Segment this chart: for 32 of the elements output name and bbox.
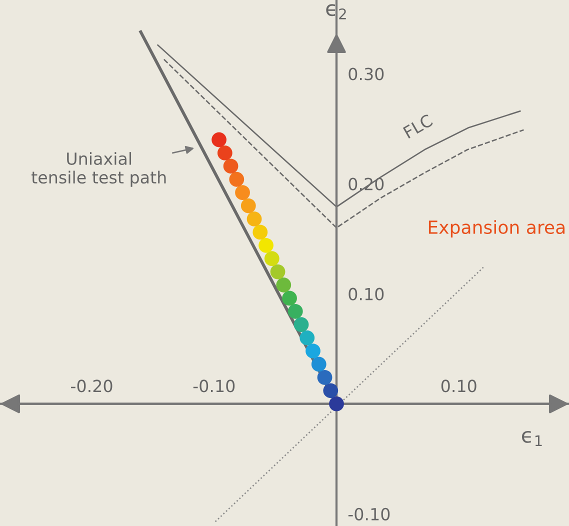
- point: [300, 330, 315, 346]
- point: [240, 198, 256, 214]
- point: [276, 278, 292, 292]
- point: [323, 383, 338, 398]
- point: [317, 370, 332, 385]
- point: [270, 264, 286, 280]
- point: [212, 132, 226, 148]
- point: [329, 396, 344, 412]
- point: [306, 344, 320, 358]
- point: [252, 224, 268, 240]
- point: [264, 251, 280, 266]
- point: [223, 158, 238, 174]
- x-tick-label: -0.10: [193, 380, 235, 392]
- point: [229, 172, 244, 187]
- point: [294, 317, 309, 332]
- y-tick-label: -0.10: [348, 508, 390, 520]
- annotation: Expansion area: [428, 220, 565, 238]
- point: [217, 146, 232, 160]
- point: [258, 238, 274, 253]
- text: FLC: [402, 114, 434, 139]
- y-axis-title: ϵ$_{2}$: [326, 4, 346, 20]
- x-tick-label: 0.10: [441, 380, 476, 392]
- y-tick-label: 0.10: [348, 288, 384, 300]
- point: [288, 304, 303, 319]
- point: [246, 212, 262, 226]
- point: [282, 290, 297, 306]
- annotation: Uniaxial tensile test path: [32, 152, 166, 187]
- x-tick-label: -0.20: [71, 380, 112, 392]
- x-axis-title: ϵ$_{1}$: [522, 430, 542, 446]
- y-tick-label: 0.30: [348, 68, 384, 80]
- point: [235, 185, 250, 200]
- point: [311, 356, 326, 372]
